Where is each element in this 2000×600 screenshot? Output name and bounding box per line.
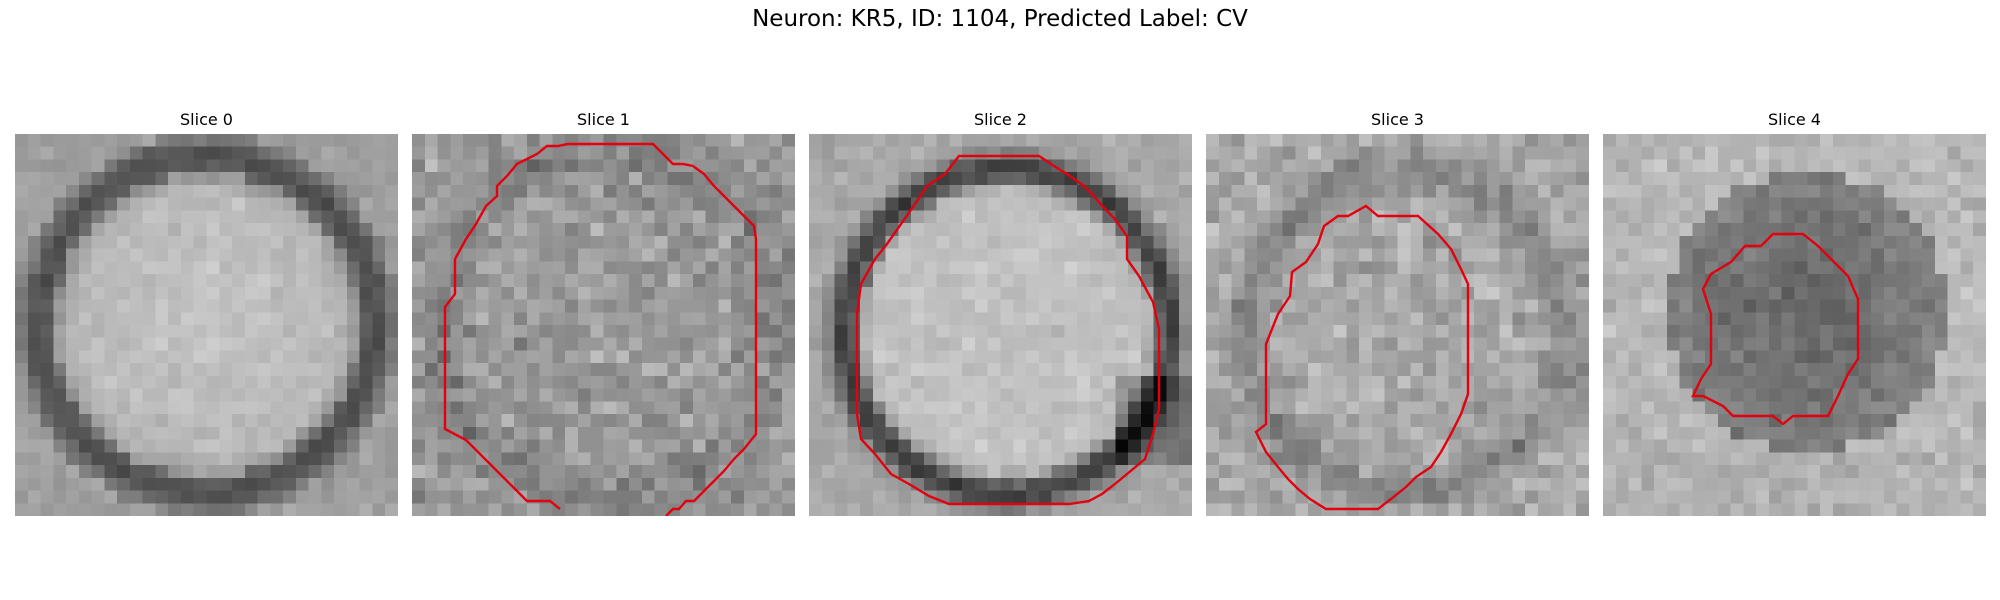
slice-4-image: [1603, 134, 1986, 516]
slice-4-contour: [1691, 232, 1860, 426]
contour-line: [1691, 232, 1860, 426]
panel-title-slice-1: Slice 1: [577, 110, 630, 129]
slice-1-image: [412, 134, 795, 516]
slice-2-image: [809, 134, 1192, 516]
slice-3-image: [1206, 134, 1589, 516]
slice-4-pixels: [1603, 134, 1986, 516]
panel-title-slice-3: Slice 3: [1371, 110, 1424, 129]
contour-line: [443, 142, 758, 516]
panel-title-slice-4: Slice 4: [1768, 110, 1821, 129]
slice-3-contour: [1254, 204, 1470, 511]
panel-title-slice-0: Slice 0: [180, 110, 233, 129]
slice-1-contour: [443, 142, 758, 516]
contour-line: [1254, 204, 1470, 511]
slice-0-image: [15, 134, 398, 516]
panel-title-slice-2: Slice 2: [974, 110, 1027, 129]
slice-1-pixels: [412, 134, 795, 516]
slice-2-contour: [855, 154, 1161, 506]
figure-title: Neuron: KR5, ID: 1104, Predicted Label: …: [752, 6, 1248, 32]
slice-0-pixels: [15, 134, 398, 516]
slice-3-pixels: [1206, 134, 1589, 516]
contour-line: [855, 154, 1161, 506]
